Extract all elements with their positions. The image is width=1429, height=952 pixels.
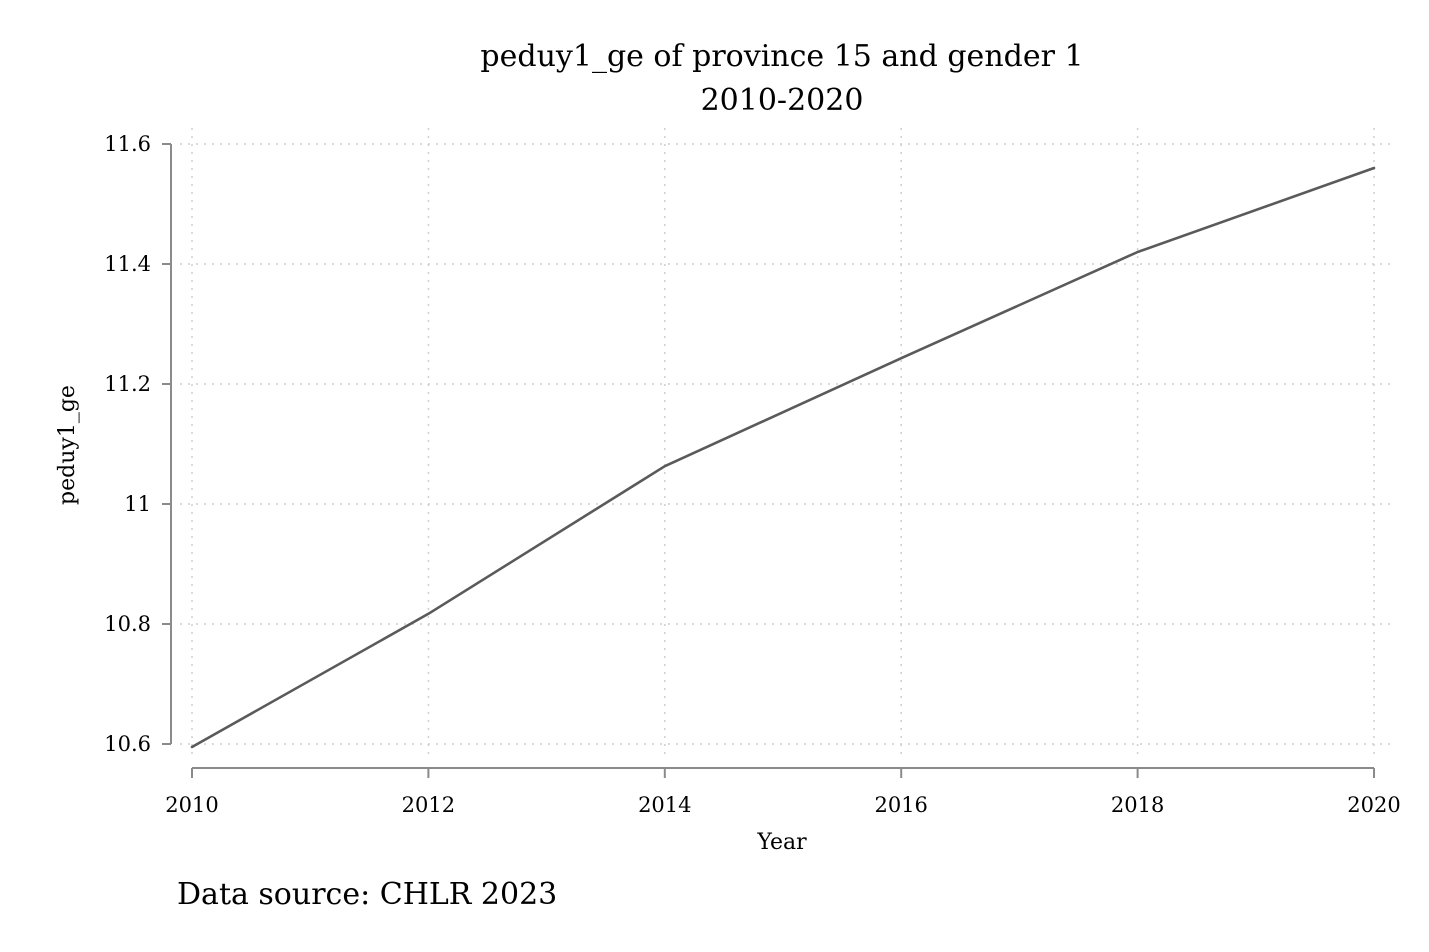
chart-title: peduy1_ge of province 15 and gender 1 xyxy=(480,39,1083,74)
x-tick-label: 2014 xyxy=(638,793,691,817)
y-tick-label: 11.6 xyxy=(104,132,151,156)
chart-subtitle: 2010-2020 xyxy=(701,83,864,118)
x-axis-label: Year xyxy=(756,830,807,855)
y-axis-label: peduy1_ge xyxy=(55,385,80,505)
x-tick-label: 2012 xyxy=(402,793,455,817)
y-tick-label: 10.6 xyxy=(104,732,151,756)
series-layer xyxy=(190,166,1376,749)
series-line-0 xyxy=(190,166,1376,749)
y-tick-label: 10.8 xyxy=(104,612,151,636)
y-tick-label: 11.2 xyxy=(104,372,151,396)
axes xyxy=(162,143,1375,778)
x-tick-label: 2010 xyxy=(165,793,218,817)
x-tick-label: 2018 xyxy=(1111,793,1164,817)
data-source-note: Data source: CHLR 2023 xyxy=(177,877,557,912)
y-tick-label: 11.4 xyxy=(104,252,151,276)
grid-lines xyxy=(180,128,1392,754)
x-tick-label: 2016 xyxy=(874,793,927,817)
y-tick-label: 11 xyxy=(124,492,151,516)
tick-labels: 10.6 10.8 11 11.2 11.4 11.6 2010 2012 2014 2016 20… xyxy=(104,132,1400,817)
x-tick-label: 2020 xyxy=(1347,793,1400,817)
